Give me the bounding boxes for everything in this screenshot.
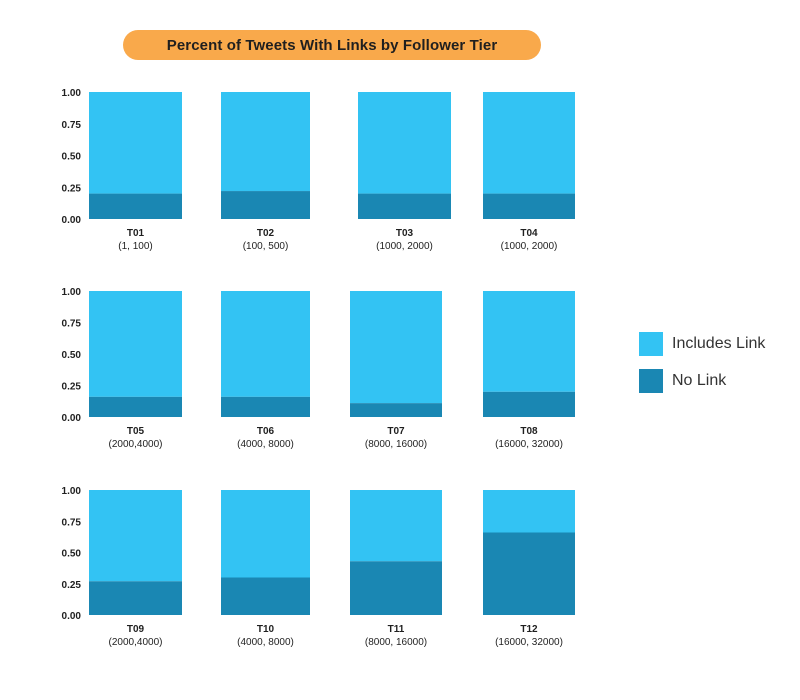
bar-includes-link-t10 — [221, 490, 310, 578]
y-tick-label-row1: 0.00 — [62, 215, 82, 226]
bar-includes-link-t11 — [350, 490, 442, 562]
y-tick-label-row1: 0.50 — [62, 152, 82, 163]
tier-range-t07: (8000, 16000) — [365, 439, 427, 450]
tier-range-t06: (4000, 8000) — [237, 439, 294, 450]
tier-label-t05: T05 — [127, 426, 145, 437]
y-tick-label-row2: 0.75 — [62, 319, 82, 330]
chart-title: Percent of Tweets With Links by Follower… — [166, 36, 498, 54]
y-tick-label-row2: 0.25 — [62, 382, 82, 393]
chart-title-pill: Percent of Tweets With Links by Follower… — [123, 30, 541, 60]
tier-range-t09: (2000,4000) — [109, 637, 163, 648]
bar-includes-link-t01 — [89, 92, 182, 194]
tier-range-t01: (1, 100) — [118, 241, 152, 252]
bar-includes-link-t09 — [89, 490, 182, 582]
bar-no-link-t02 — [221, 191, 310, 219]
y-tick-label-row3: 0.25 — [62, 580, 82, 591]
legend: Includes Link No Link — [639, 331, 765, 405]
y-tick-label-row2: 0.50 — [62, 350, 82, 361]
tier-range-t08: (16000, 32000) — [495, 439, 563, 450]
tier-range-t04: (1000, 2000) — [501, 241, 558, 252]
tier-label-t02: T02 — [257, 228, 275, 239]
y-tick-label-row3: 0.75 — [62, 517, 82, 528]
tier-label-t09: T09 — [127, 624, 145, 635]
y-tick-label-row3: 1.00 — [62, 486, 82, 497]
bar-includes-link-t04 — [483, 92, 575, 194]
bar-includes-link-t06 — [221, 291, 310, 397]
legend-item-no-link: No Link — [639, 368, 765, 393]
tier-label-t11: T11 — [388, 624, 405, 635]
tier-label-t04: T04 — [520, 228, 538, 239]
bar-no-link-t05 — [89, 396, 182, 417]
y-tick-label-row2: 0.00 — [62, 413, 82, 424]
tier-label-t07: T07 — [387, 426, 405, 437]
bar-no-link-t01 — [89, 193, 182, 219]
tier-range-t12: (16000, 32000) — [495, 637, 563, 648]
bar-no-link-t08 — [483, 391, 575, 417]
tier-label-t12: T12 — [520, 624, 538, 635]
y-tick-label-row1: 0.75 — [62, 120, 82, 131]
bar-includes-link-t02 — [221, 92, 310, 192]
bar-no-link-t03 — [358, 193, 451, 219]
tier-label-t01: T01 — [127, 228, 145, 239]
bar-no-link-t06 — [221, 396, 310, 417]
tier-label-t03: T03 — [396, 228, 414, 239]
tier-range-t03: (1000, 2000) — [376, 241, 433, 252]
tier-range-t05: (2000,4000) — [109, 439, 163, 450]
legend-swatch-no-link — [639, 368, 663, 393]
tier-range-t11: (8000, 16000) — [365, 637, 427, 648]
bar-includes-link-t07 — [350, 291, 442, 404]
bar-no-link-t07 — [350, 403, 442, 417]
bar-no-link-t12 — [483, 532, 575, 615]
y-tick-label-row1: 0.25 — [62, 183, 82, 194]
bar-includes-link-t08 — [483, 291, 575, 392]
bar-no-link-t10 — [221, 577, 310, 615]
legend-label-includes-link: Includes Link — [672, 334, 766, 352]
tier-range-t02: (100, 500) — [243, 241, 289, 252]
tier-label-t08: T08 — [520, 426, 538, 437]
y-tick-label-row2: 1.00 — [62, 287, 82, 298]
bar-no-link-t09 — [89, 581, 182, 615]
y-tick-label-row3: 0.50 — [62, 549, 82, 560]
y-tick-label-row1: 1.00 — [62, 88, 82, 99]
tier-label-t06: T06 — [257, 426, 275, 437]
tier-label-t10: T10 — [257, 624, 275, 635]
legend-label-no-link: No Link — [672, 371, 727, 389]
bar-no-link-t11 — [350, 561, 442, 615]
bar-no-link-t04 — [483, 193, 575, 219]
legend-swatch-includes-link — [639, 331, 663, 356]
bar-includes-link-t12 — [483, 490, 575, 533]
y-tick-label-row3: 0.00 — [62, 611, 82, 622]
bar-includes-link-t03 — [358, 92, 451, 194]
bar-includes-link-t05 — [89, 291, 182, 397]
tier-range-t10: (4000, 8000) — [237, 637, 294, 648]
legend-item-includes-link: Includes Link — [639, 331, 765, 356]
